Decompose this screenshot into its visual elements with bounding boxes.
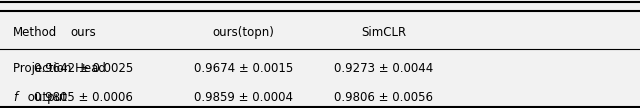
Text: SimCLR: SimCLR (362, 26, 406, 39)
Text: 0.9273 ± 0.0044: 0.9273 ± 0.0044 (334, 62, 434, 75)
Text: ours: ours (70, 26, 96, 39)
Text: 0.9674 ± 0.0015: 0.9674 ± 0.0015 (193, 62, 293, 75)
Text: 0.9859 ± 0.0004: 0.9859 ± 0.0004 (194, 91, 292, 104)
Text: 0.9806 ± 0.0056: 0.9806 ± 0.0056 (335, 91, 433, 104)
Text: f: f (13, 91, 17, 104)
Text: Projection Head: Projection Head (13, 62, 106, 75)
Text: Method: Method (13, 26, 57, 39)
Text: output: output (24, 91, 67, 104)
Text: 0.9805 ± 0.0006: 0.9805 ± 0.0006 (34, 91, 132, 104)
Text: ours(topn): ours(topn) (212, 26, 274, 39)
Text: 0.9642 ± 0.0025: 0.9642 ± 0.0025 (33, 62, 133, 75)
